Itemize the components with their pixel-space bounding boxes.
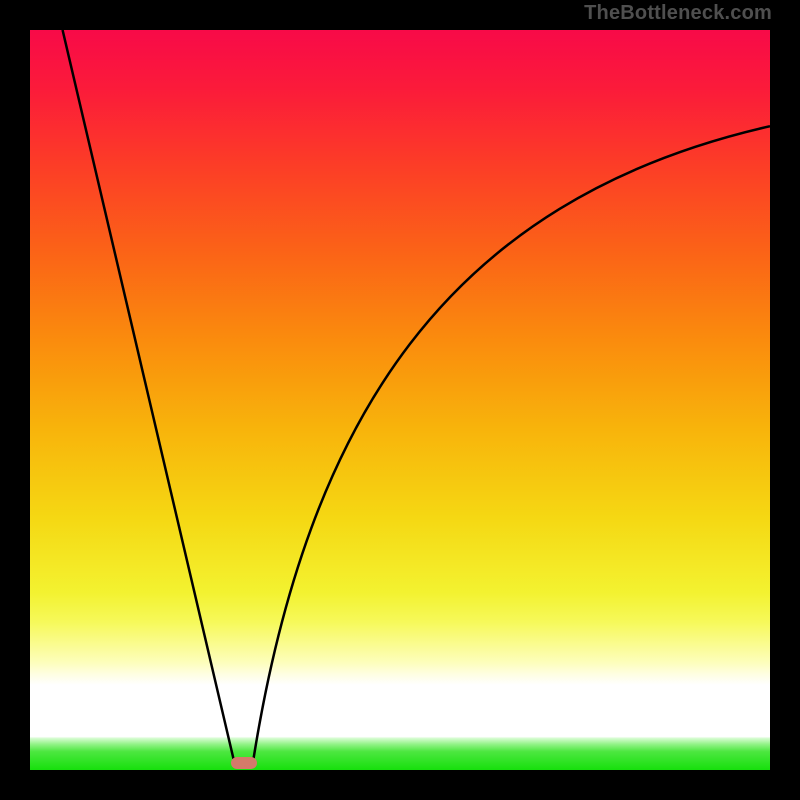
valley-marker [231, 757, 258, 769]
attribution-text: TheBottleneck.com [584, 2, 772, 25]
gradient-background [30, 30, 770, 770]
frame-left [0, 0, 30, 800]
chart-svg [30, 30, 770, 770]
frame-bottom [0, 770, 800, 800]
frame-right [770, 0, 800, 800]
plot-area [30, 30, 770, 770]
